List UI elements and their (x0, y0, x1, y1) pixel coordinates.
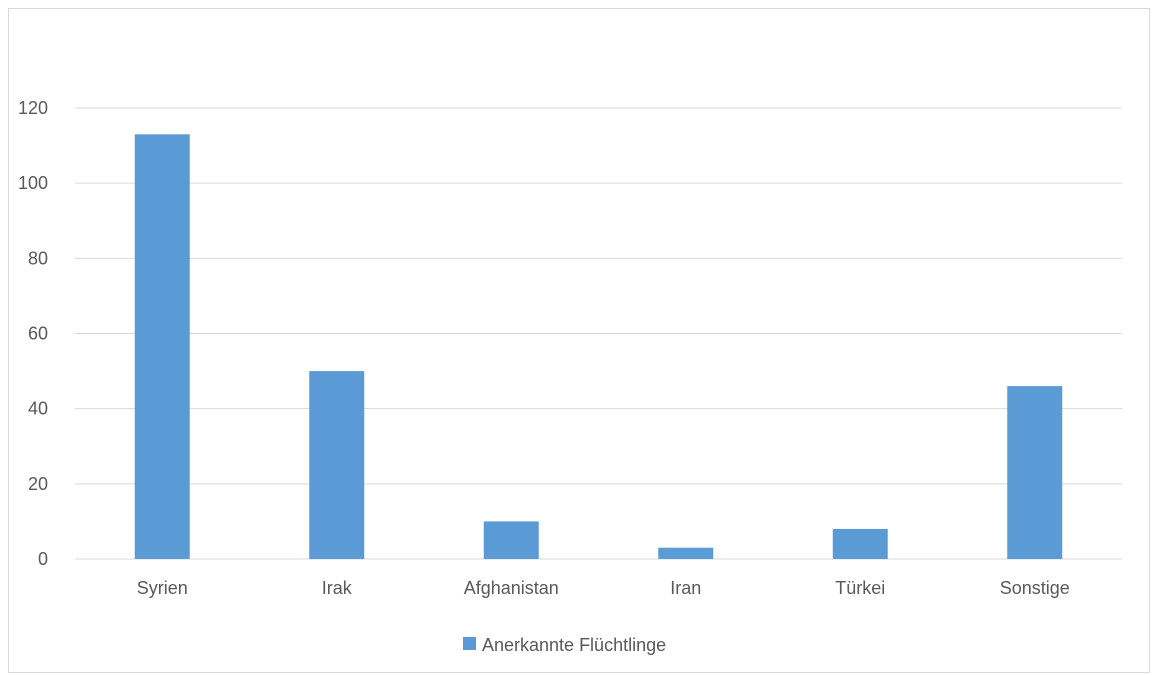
y-tick-label: 80 (28, 248, 48, 268)
y-axis-ticks: 0 20 40 60 80 100 120 (18, 98, 48, 569)
bar-irak (309, 371, 365, 559)
y-tick-label: 100 (18, 173, 48, 193)
x-tick-label: Iran (670, 578, 701, 598)
x-tick-label: Sonstige (1000, 578, 1070, 598)
y-tick-label: 20 (28, 474, 48, 494)
legend-label: Anerkannte Flüchtlinge (482, 635, 666, 655)
x-tick-label: Syrien (137, 578, 188, 598)
bars (134, 134, 1063, 559)
bar-syrien (134, 134, 190, 559)
x-axis-ticks: Syrien Irak Afghanistan Iran Türkei Sonstige (137, 578, 1070, 598)
bar-iran (658, 547, 714, 559)
x-tick-label: Afghanistan (464, 578, 559, 598)
legend-swatch (463, 637, 476, 650)
y-tick-label: 60 (28, 324, 48, 344)
gridlines (75, 107, 1122, 560)
bar-afghanistan (483, 521, 539, 559)
y-tick-label: 0 (38, 549, 48, 569)
x-tick-label: Türkei (835, 578, 885, 598)
y-tick-label: 40 (28, 399, 48, 419)
bar-sonstige (1007, 386, 1063, 559)
x-tick-label: Irak (322, 578, 353, 598)
chart-frame (8, 8, 1150, 673)
legend: Anerkannte Flüchtlinge (463, 635, 666, 655)
bar-türkei (832, 528, 888, 559)
y-tick-label: 120 (18, 98, 48, 118)
